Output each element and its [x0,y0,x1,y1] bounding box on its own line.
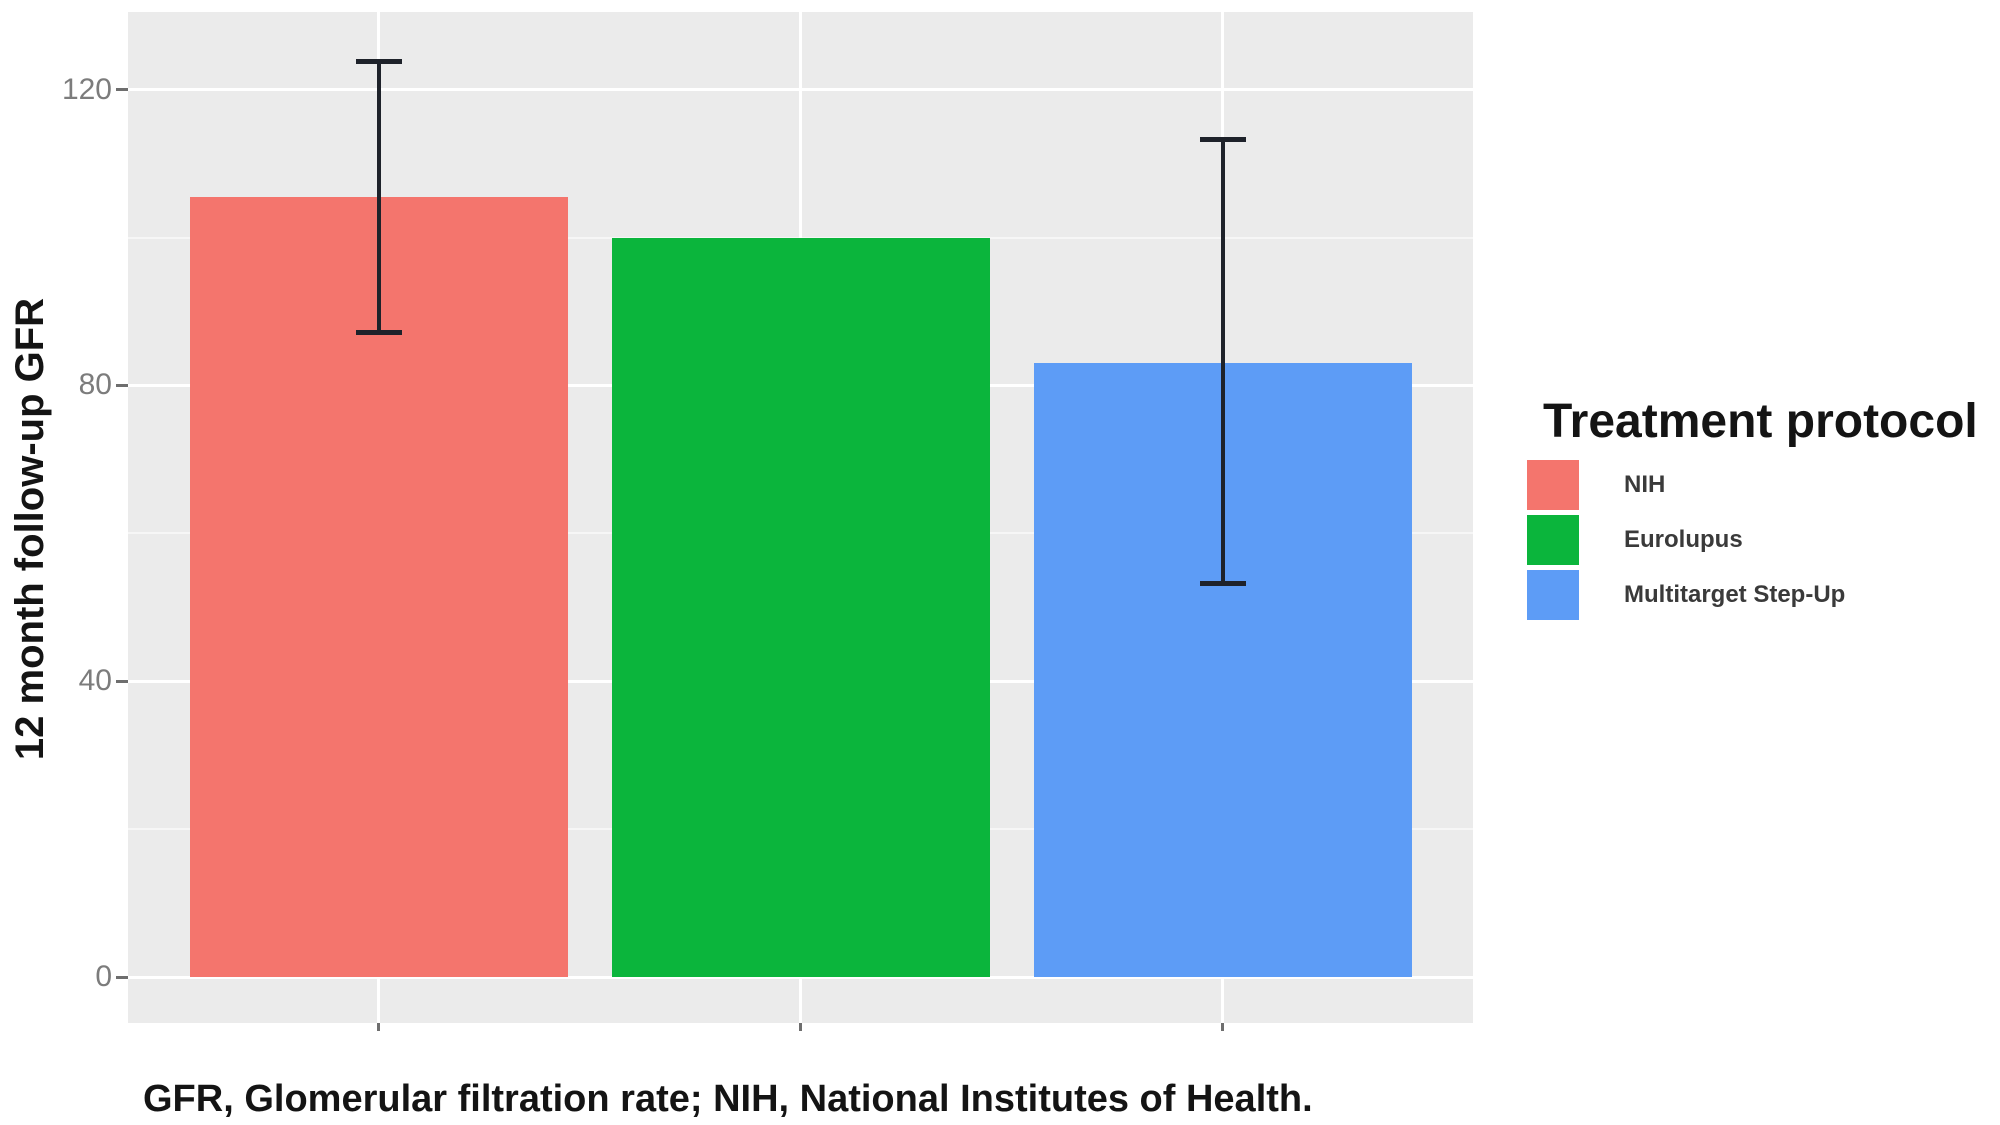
plot-panel [128,12,1473,1023]
y-tick-mark-120 [116,88,128,92]
legend-swatch-nih [1527,460,1579,510]
bar-eurolupus [611,237,990,977]
y-tick-mark-80 [116,383,128,387]
error-bar-cap-bottom-nih [355,329,402,335]
legend: Treatment protocol NIH Eurolupus Multitarg… [1527,396,1997,625]
y-tick-label-80: 80 [78,368,112,402]
y-axis-title: 12 month follow-up GFR [8,297,52,761]
legend-title: Treatment protocol [1543,395,1978,448]
legend-swatch-eurolupus [1527,515,1579,565]
y-tick-label-0: 0 [95,960,112,993]
legend-swatch-multitarget-step-up [1527,570,1579,620]
legend-label-nih: NIH [1624,471,1666,498]
y-tick-label-40: 40 [78,664,112,698]
error-bar-nih [376,60,381,334]
legend-item-nih: NIH [1527,460,1997,510]
error-bar-cap-bottom-multitarget-step-up [1199,581,1246,587]
error-bar-cap-top-multitarget-step-up [1199,136,1246,142]
error-bar-multitarget-step-up [1220,137,1225,586]
figure-caption: GFR, Glomerular filtration rate; NIH, Na… [143,1078,1313,1120]
legend-item-eurolupus: Eurolupus [1527,515,1997,565]
legend-item-multitarget-step-up: Multitarget Step-Up [1527,570,1997,620]
y-tick-label-120: 120 [61,72,112,106]
legend-label-multitarget-step-up: Multitarget Step-Up [1624,581,1846,608]
y-tick-mark-40 [116,679,128,683]
error-bar-cap-top-nih [355,59,402,65]
x-tick-mark-eurolupus [799,1023,802,1031]
y-tick-mark-0 [116,975,128,979]
legend-items: NIH Eurolupus Multitarget Step-Up [1527,460,1997,620]
legend-label-eurolupus: Eurolupus [1624,526,1743,553]
x-tick-mark-multitarget-step-up [1221,1023,1224,1031]
x-tick-mark-nih [377,1023,380,1031]
